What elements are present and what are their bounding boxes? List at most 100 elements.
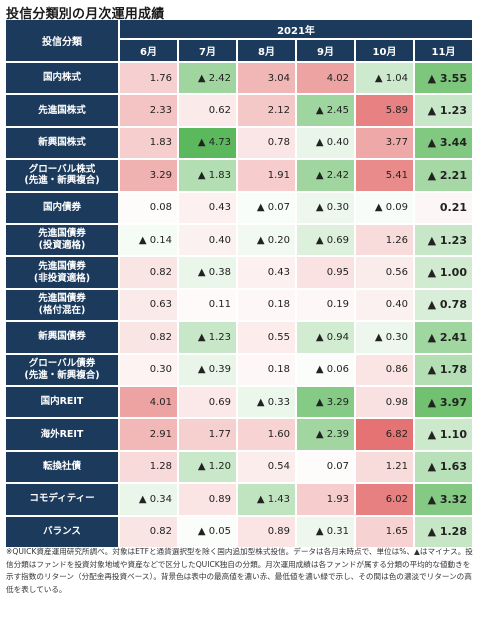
value-cell: ▲ 1.28 — [415, 516, 472, 547]
value-cell: 0.11 — [179, 289, 236, 321]
value-cell: 0.56 — [356, 257, 413, 288]
row-label: 先進国債券 (格付混在) — [6, 289, 118, 321]
row-label-line: 新興国株式 — [38, 137, 86, 149]
value-cell: ▲ 3.32 — [415, 484, 472, 515]
row-label: 転換社債 — [6, 451, 118, 483]
value-cell: 0.82 — [120, 322, 177, 353]
value-cell: 1.77 — [179, 419, 236, 450]
month-header: 10月 — [356, 40, 413, 61]
value-cell: ▲ 0.69 — [297, 225, 354, 256]
row-label-line: 先進国株式 — [38, 104, 86, 116]
row-label-line: 先進国債券 — [38, 260, 86, 272]
row-label-line: 国内債券 — [42, 201, 81, 213]
value-cell: 0.40 — [356, 289, 413, 321]
value-cell: ▲ 0.78 — [415, 289, 472, 321]
value-cell: 0.95 — [297, 257, 354, 288]
row-label: 新興国株式 — [6, 127, 118, 159]
value-cell: ▲ 0.30 — [297, 192, 354, 223]
row-label-line: 先進国債券 — [38, 228, 86, 240]
value-cell: 1.76 — [120, 63, 177, 94]
value-cell: 6.02 — [356, 484, 413, 515]
value-cell: ▲ 0.30 — [356, 322, 413, 353]
value-cell: 0.07 — [297, 451, 354, 483]
footnote: ※QUICK資産運用研究所調べ。対象はETFと通貨選択型を除く国内追加型株式投信… — [6, 547, 473, 594]
value-cell: 0.18 — [238, 289, 295, 321]
value-cell: ▲ 0.31 — [297, 516, 354, 547]
value-cell: ▲ 3.29 — [297, 387, 354, 418]
value-cell: 1.65 — [356, 516, 413, 547]
row-label: 先進国債券 (非投資適格) — [6, 257, 118, 288]
value-cell: 0.40 — [179, 225, 236, 256]
value-cell: 4.02 — [297, 63, 354, 94]
value-cell: ▲ 0.40 — [297, 127, 354, 159]
value-cell: 4.01 — [120, 387, 177, 418]
row-header-label: 投信分類 — [6, 20, 118, 61]
value-cell: 5.89 — [356, 95, 413, 126]
value-cell: ▲ 2.21 — [415, 160, 472, 191]
row-label: 先進国株式 — [6, 95, 118, 126]
value-cell: ▲ 1.00 — [415, 257, 472, 288]
row-label-line: (投資適格) — [38, 240, 86, 252]
row-label-line: (先進・新興複合) — [24, 175, 100, 187]
row-label-line: (非投資適格) — [33, 272, 91, 284]
value-cell: 3.29 — [120, 160, 177, 191]
value-cell: 1.28 — [120, 451, 177, 483]
value-cell: ▲ 0.20 — [238, 225, 295, 256]
value-cell: ▲ 0.34 — [120, 484, 177, 515]
value-cell: ▲ 0.39 — [179, 354, 236, 385]
value-cell: ▲ 1.43 — [238, 484, 295, 515]
value-cell: ▲ 0.05 — [179, 516, 236, 547]
value-cell: 0.86 — [356, 354, 413, 385]
row-label: コモディティー — [6, 484, 118, 515]
row-label: 国内株式 — [6, 63, 118, 94]
row-label: 国内債券 — [6, 192, 118, 223]
value-cell: ▲ 1.83 — [179, 160, 236, 191]
value-cell: ▲ 2.45 — [297, 95, 354, 126]
row-label-line: 国内株式 — [42, 72, 81, 84]
value-cell: ▲ 3.55 — [415, 63, 472, 94]
value-cell: 0.69 — [179, 387, 236, 418]
value-cell: 0.98 — [356, 387, 413, 418]
value-cell: ▲ 0.33 — [238, 387, 295, 418]
row-label-line: コモディティー — [29, 493, 95, 505]
value-cell: 0.18 — [238, 354, 295, 385]
row-label: バランス — [6, 516, 118, 547]
row-label-line: 先進国債券 — [38, 293, 86, 305]
row-label-line: 新興国債券 — [38, 331, 86, 343]
value-cell: ▲ 2.41 — [415, 322, 472, 353]
month-header: 6月 — [120, 40, 177, 61]
value-cell: ▲ 2.42 — [179, 63, 236, 94]
row-label-line: 海外REIT — [40, 428, 84, 440]
value-cell: 1.21 — [356, 451, 413, 483]
value-cell: 2.33 — [120, 95, 177, 126]
value-cell: ▲ 1.78 — [415, 354, 472, 385]
row-label: 新興国債券 — [6, 322, 118, 353]
value-cell: 1.83 — [120, 127, 177, 159]
value-cell: 0.89 — [238, 516, 295, 547]
value-cell: ▲ 0.09 — [356, 192, 413, 223]
value-cell: 0.30 — [120, 354, 177, 385]
row-label-line: グローバル株式 — [28, 163, 96, 175]
value-cell: ▲ 0.94 — [297, 322, 354, 353]
row-label-line: バランス — [43, 525, 81, 537]
value-cell: ▲ 1.63 — [415, 451, 472, 483]
value-cell: ▲ 1.04 — [356, 63, 413, 94]
value-cell: 0.89 — [179, 484, 236, 515]
value-cell: 0.54 — [238, 451, 295, 483]
value-cell: ▲ 4.73 — [179, 127, 236, 159]
value-cell: 0.08 — [120, 192, 177, 223]
row-label-line: (先進・新興複合) — [24, 369, 100, 381]
value-cell: ▲ 3.44 — [415, 127, 472, 159]
value-cell: 0.19 — [297, 289, 354, 321]
value-cell: 0.43 — [238, 257, 295, 288]
value-cell: 2.12 — [238, 95, 295, 126]
value-cell: 0.43 — [179, 192, 236, 223]
value-cell: ▲ 0.38 — [179, 257, 236, 288]
row-label: グローバル債券 (先進・新興複合) — [6, 354, 118, 385]
value-cell: 3.04 — [238, 63, 295, 94]
value-cell: 0.62 — [179, 95, 236, 126]
value-cell: ▲ 1.23 — [415, 225, 472, 256]
value-cell: ▲ 0.07 — [238, 192, 295, 223]
row-label: 海外REIT — [6, 419, 118, 450]
row-label: 先進国債券 (投資適格) — [6, 225, 118, 256]
